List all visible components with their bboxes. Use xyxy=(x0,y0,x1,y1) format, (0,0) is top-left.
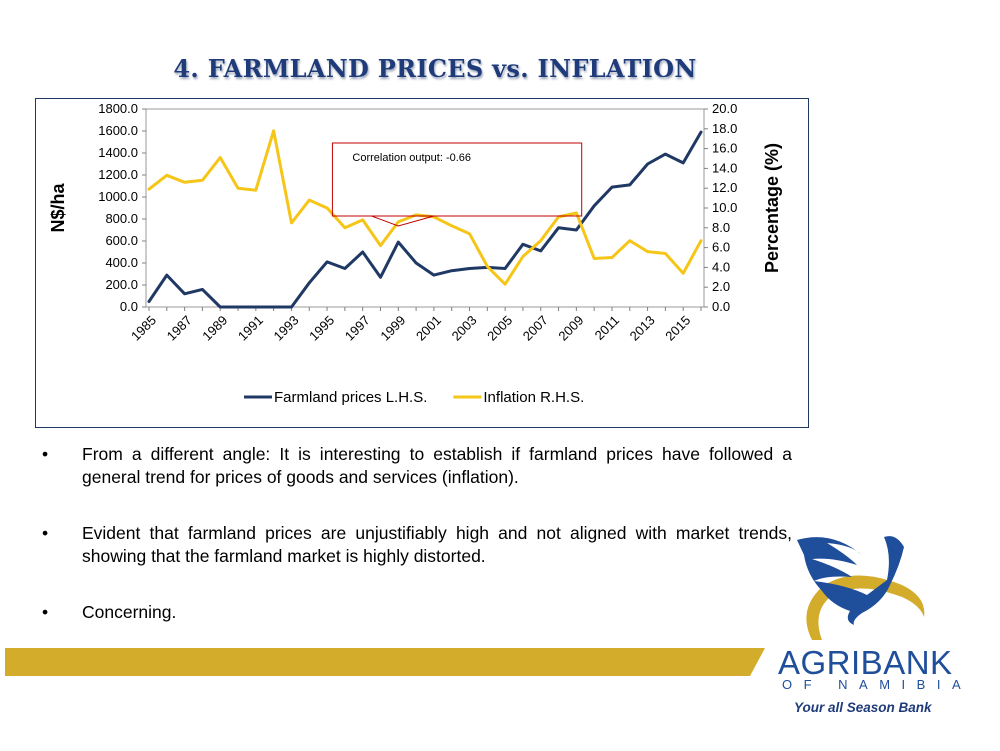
y-tick-label-left: 1800.0 xyxy=(98,101,138,116)
bullet-symbol: • xyxy=(42,523,49,543)
x-tick-label: 1997 xyxy=(342,313,373,344)
y-tick-label-left: 1600.0 xyxy=(98,123,138,138)
x-tick-label: 2015 xyxy=(662,313,693,344)
bullet-text: Concerning. xyxy=(82,602,177,622)
y-tick-label-right: 18.0 xyxy=(712,121,737,136)
eagle-logo-icon xyxy=(797,536,925,640)
y-tick-label-right: 4.0 xyxy=(712,259,730,274)
x-tick-label: 1995 xyxy=(306,313,337,344)
annotation-callout xyxy=(332,215,582,227)
y-tick-label-right: 12.0 xyxy=(712,180,737,195)
x-tick-label: 1989 xyxy=(199,313,230,344)
y-tick-label-right: 2.0 xyxy=(712,279,730,294)
y-tick-label-left: 600.0 xyxy=(105,233,138,248)
chart-frame: 0.0 200.0 400.0 600.0 800.0 1000.0 1200.0 1400.… xyxy=(35,98,809,428)
bullet-text: Evident that farmland prices are unjusti… xyxy=(82,523,792,566)
gold-banner xyxy=(5,648,765,676)
x-tick-label: 2009 xyxy=(555,313,586,344)
y-tick-label-right: 10.0 xyxy=(712,200,737,215)
bullet-text: From a different angle: It is interestin… xyxy=(82,444,792,487)
y-axis-title-left: N$/ha xyxy=(48,183,68,233)
y-tick-label-left: 200.0 xyxy=(105,277,138,292)
bullet-list: • From a different angle: It is interest… xyxy=(42,443,792,657)
bullet-item: • Evident that farmland prices are unjus… xyxy=(42,522,792,568)
annotation-text: Correlation output: -0.66 xyxy=(352,152,471,164)
y-tick-label-right: 6.0 xyxy=(712,240,730,255)
legend-label: Inflation R.H.S. xyxy=(483,389,584,406)
y-tick-label-left: 400.0 xyxy=(105,255,138,270)
x-tick-label: 1999 xyxy=(377,313,408,344)
bullet-symbol: • xyxy=(42,444,49,464)
y-tick-label-left: 800.0 xyxy=(105,211,138,226)
brand-name: AGRIBANK xyxy=(778,644,953,681)
y-tick-label-left: 1400.0 xyxy=(98,145,138,160)
x-tick-label: 2011 xyxy=(592,313,622,343)
y-tick-label-left: 0.0 xyxy=(120,299,138,314)
brand-tagline: Your all Season Bank xyxy=(794,700,932,715)
legend-label: Farmland prices L.H.S. xyxy=(274,389,427,406)
x-tick-label: 2001 xyxy=(413,313,444,344)
x-tick-label: 1991 xyxy=(235,313,266,344)
bullet-item: • From a different angle: It is interest… xyxy=(42,443,792,489)
line-chart: 0.0 200.0 400.0 600.0 800.0 1000.0 1200.0 1400.… xyxy=(48,101,782,406)
x-tick-label: 1985 xyxy=(128,313,159,344)
y-tick-label-left: 1200.0 xyxy=(98,167,138,182)
bullet-item: • Concerning. xyxy=(42,601,792,624)
y-tick-label-right: 0.0 xyxy=(712,299,730,314)
y-axis-title-right: Percentage (%) xyxy=(762,143,782,273)
x-tick-label: 1993 xyxy=(271,313,302,344)
x-tick-label: 2003 xyxy=(449,313,480,344)
y-tick-label-right: 8.0 xyxy=(712,220,730,235)
x-tick-label: 1987 xyxy=(164,313,195,344)
y-tick-label-left: 1000.0 xyxy=(98,189,138,204)
series-line xyxy=(147,130,703,309)
plot-area xyxy=(145,108,705,308)
y-tick-label-right: 16.0 xyxy=(712,141,737,156)
y-tick-label-right: 14.0 xyxy=(712,160,737,175)
x-tick-label: 2013 xyxy=(627,313,658,344)
x-tick-label: 2005 xyxy=(484,313,515,344)
slide-title: 4. FARMLAND PRICES vs. INFLATION xyxy=(173,54,697,83)
brand-subtitle: OF NAMIBIA xyxy=(782,677,973,692)
y-tick-label-right: 20.0 xyxy=(712,101,737,116)
bullet-symbol: • xyxy=(42,602,49,622)
x-tick-label: 2007 xyxy=(520,313,551,344)
